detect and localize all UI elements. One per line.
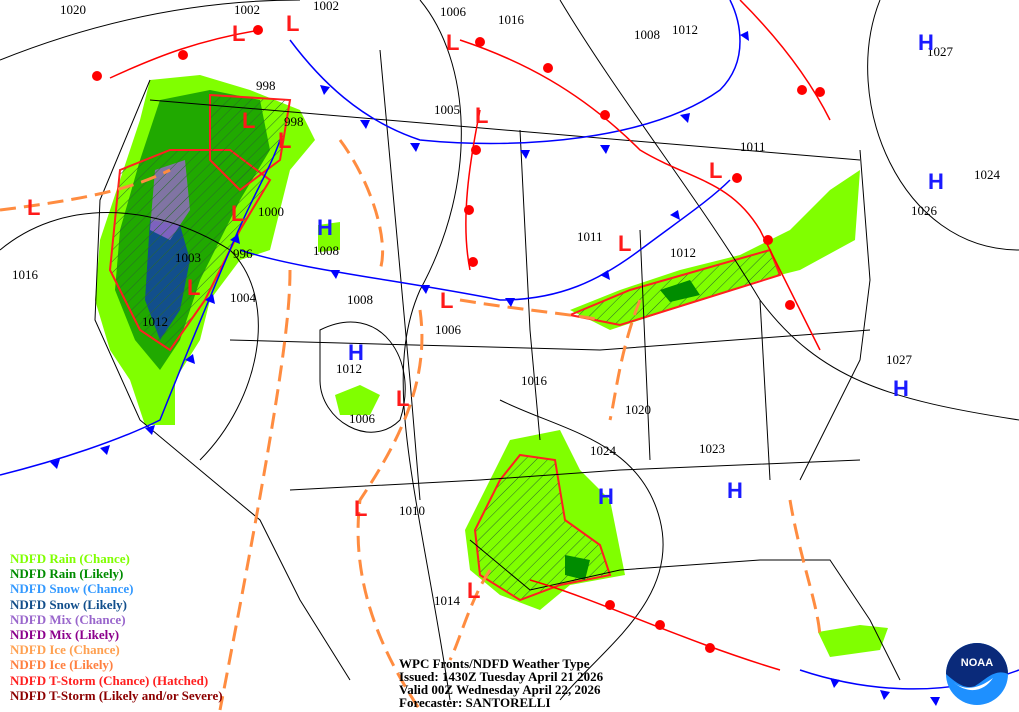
isobar-label: 1008 — [313, 243, 339, 258]
isobar-label: 1005 — [434, 102, 460, 117]
valid-time: Valid 00Z Wednesday April 22, 2026 — [399, 682, 601, 697]
high-center: H — [598, 484, 614, 509]
low-center: L — [354, 496, 367, 521]
issued-time: Issued: 1430Z Tuesday April 21 2026 — [399, 669, 604, 684]
tstorm-nw — [209, 93, 292, 192]
legend: NDFD Rain (Chance) NDFD Rain (Likely) ND… — [10, 551, 223, 703]
isobar-label: 1012 — [672, 22, 698, 37]
isobar-label: 1006 — [349, 411, 376, 426]
legend-mix-likely: NDFD Mix (Likely) — [10, 627, 120, 643]
troughs — [0, 139, 822, 711]
high-center: H — [928, 169, 944, 194]
isobar-label: 1006 — [440, 4, 467, 19]
noaa-logo-text: NOAA — [961, 657, 993, 669]
isobar-label: 1012 — [142, 314, 168, 329]
isobar-label: 1010 — [399, 503, 425, 518]
isobar-label: 1011 — [577, 229, 603, 244]
cold-front-pips — [50, 31, 940, 706]
rain-chance-fl — [818, 625, 888, 657]
high-pressure-centers: H H H H H H H — [317, 30, 944, 509]
legend-ice-chance: NDFD Ice (Chance) — [10, 642, 120, 658]
legend-rain-chance: NDFD Rain (Chance) — [10, 551, 130, 566]
low-center: L — [278, 128, 291, 153]
isobar-label: 1023 — [699, 441, 725, 456]
isobar-label: 998 — [256, 78, 276, 93]
legend-tstorm-chance: NDFD T-Storm (Chance) (Hatched) — [10, 672, 209, 688]
isobar-label: 998 — [284, 114, 304, 129]
low-center: L — [709, 158, 722, 183]
isobar-label: 1024 — [974, 167, 1001, 182]
low-pressure-centers: L L L L L L L L L L L L L L L — [27, 11, 722, 603]
high-center: H — [727, 478, 743, 503]
isobar-label: 1011 — [740, 139, 766, 154]
isobar-label: 1003 — [175, 250, 201, 265]
isobar-labels: 1020 1002 1002 1006 1016 1008 1012 1027 … — [12, 0, 1001, 608]
high-center: H — [918, 30, 934, 55]
rain-likely-texas — [565, 555, 590, 580]
legend-tstorm-likely: NDFD T-Storm (Likely and/or Severe) — [10, 687, 223, 703]
warm-fronts — [109, 0, 831, 671]
low-center: L — [242, 108, 255, 133]
rain-likely-ohio — [660, 280, 700, 302]
isobar-label: 1020 — [625, 402, 651, 417]
isobar-label: 1016 — [498, 12, 525, 27]
low-center: L — [27, 195, 40, 220]
low-center: L — [446, 30, 459, 55]
low-center: L — [231, 201, 244, 226]
tstorm-chance-west — [108, 149, 272, 352]
boundaries — [94, 49, 901, 681]
isobar-label: 1012 — [336, 361, 362, 376]
map-caption: WPC Fronts/NDFD Weather Type Issued: 143… — [399, 657, 603, 709]
isobar-label: 1000 — [258, 204, 284, 219]
low-center: L — [440, 288, 453, 313]
isobar-label: 1026 — [911, 203, 938, 218]
isobar-label: 1014 — [434, 593, 461, 608]
legend-snow-likely: NDFD Snow (Likely) — [10, 596, 128, 612]
low-center: L — [396, 386, 409, 411]
isobar-label: 1012 — [670, 245, 696, 260]
low-center: L — [232, 21, 245, 46]
high-center: H — [348, 340, 364, 365]
low-center: L — [286, 11, 299, 36]
map-title: WPC Fronts/NDFD Weather Type — [399, 656, 590, 671]
noaa-logo: NOAA — [946, 643, 1008, 705]
low-center: L — [467, 578, 480, 603]
isobar-label: 1016 — [521, 373, 548, 388]
isobar-label: 1016 — [12, 267, 39, 282]
high-center: H — [317, 215, 333, 240]
forecaster: Forecaster: SANTORELLI — [399, 695, 551, 710]
isobar-label: 1008 — [634, 27, 660, 42]
isobar-label: 1006 — [435, 322, 462, 337]
isobar-label: 1027 — [927, 44, 954, 59]
isobar-label: 1024 — [590, 443, 617, 458]
legend-ice-likely: NDFD Ice (Likely) — [10, 657, 114, 673]
low-center: L — [618, 231, 631, 256]
rain-chance-sw — [335, 385, 380, 415]
legend-mix-chance: NDFD Mix (Chance) — [10, 611, 126, 627]
legend-snow-chance: NDFD Snow (Chance) — [10, 581, 134, 597]
rain-chance-co — [318, 222, 340, 252]
warm-front-bumps — [92, 25, 825, 653]
legend-rain-likely: NDFD Rain (Likely) — [10, 566, 124, 582]
low-center: L — [187, 275, 200, 300]
low-center: L — [475, 103, 488, 128]
isobar-label: 1002 — [313, 0, 339, 13]
isobar-label: 1020 — [60, 2, 86, 17]
isobar-label: 1008 — [347, 292, 373, 307]
isobar-label: 1004 — [230, 290, 257, 305]
isobar-label: 1027 — [886, 352, 913, 367]
isobar-label: 996 — [233, 246, 253, 261]
high-center: H — [893, 376, 909, 401]
isobar-label: 1002 — [234, 2, 260, 17]
